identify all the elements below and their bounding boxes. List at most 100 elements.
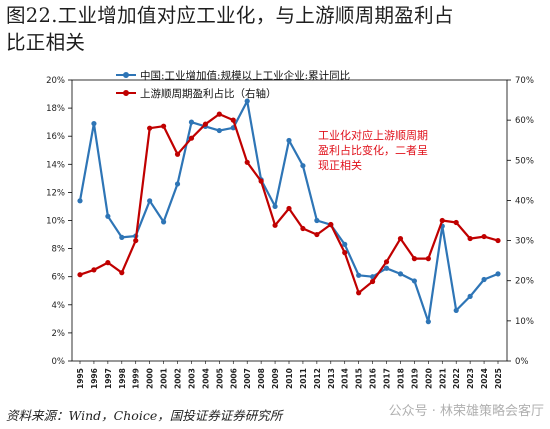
- series-1-point-2016: [370, 278, 376, 285]
- legend-label-industrial: 中国:工业增加值:规模以上工业企业:累计同比: [140, 69, 350, 82]
- series-0-point-2002: [174, 181, 181, 187]
- left-tick-label: 18%: [46, 104, 65, 114]
- right-tick-label: 0%: [515, 357, 529, 367]
- x-tick-label: 2025: [494, 368, 503, 389]
- watermark: 公众号 · 林荣雄策略会客厅: [388, 404, 544, 419]
- x-tick-label: 2002: [174, 368, 183, 389]
- series-1-point-2015: [356, 290, 362, 296]
- x-tick-label: 2016: [369, 368, 378, 389]
- series-1-point-2006: [230, 117, 236, 123]
- series-0-point-2017: [383, 265, 390, 271]
- series-1-point-1996: [91, 267, 97, 273]
- right-axis: 0% 10% 20% 30% 40% 50% 60% 70%: [507, 76, 534, 367]
- series-1-point-2017: [383, 259, 390, 265]
- x-tick-label: 2020: [424, 368, 433, 389]
- series-0-point-2018: [397, 271, 404, 277]
- series-1-point-2011: [300, 225, 306, 232]
- x-tick-label: 2013: [327, 368, 336, 389]
- series-1-point-1998: [119, 270, 125, 276]
- x-tick-label: 2007: [243, 368, 252, 389]
- series-1-point-2001: [161, 123, 167, 129]
- x-tick-label: 2012: [313, 368, 322, 389]
- annotation-line-3: 现正相关: [318, 158, 362, 172]
- x-tick-label: 2008: [257, 368, 266, 389]
- left-tick-label: 20%: [46, 76, 65, 86]
- right-tick-label: 20%: [515, 277, 534, 287]
- series-0-point-1995: [77, 198, 83, 204]
- series-0-point-2003: [188, 119, 195, 125]
- series-0-point-2015: [356, 272, 362, 278]
- legend: 中国:工业增加值:规模以上工业企业:累计同比 上游顺周期盈利占比（右轴）: [116, 69, 350, 100]
- series-0-point-2009: [272, 203, 278, 210]
- series-0-point-2023: [467, 293, 473, 299]
- series-0-point-2022: [453, 307, 459, 314]
- series-0-point-2024: [481, 276, 487, 283]
- left-axis: 0% 2% 4% 6% 8% 10% 12% 14% 16% 18% 20%: [46, 76, 72, 367]
- series-1-point-2000: [147, 125, 153, 131]
- series-1-point-2005: [216, 111, 222, 117]
- x-tick-label: 1997: [104, 368, 113, 389]
- chart-title-line-1: 图22.工业增加值对应工业化，与上游顺周期盈利占: [6, 4, 454, 27]
- series-0-point-2019: [411, 278, 417, 284]
- left-tick-label: 4%: [52, 301, 66, 311]
- left-tick-label: 16%: [46, 132, 65, 142]
- legend-label-upstream: 上游顺周期盈利占比（右轴）: [140, 87, 277, 100]
- left-tick-label: 12%: [46, 188, 65, 198]
- x-tick-label: 2024: [480, 368, 489, 389]
- x-tick-label: 1998: [118, 368, 127, 389]
- series-1-point-2013: [328, 221, 334, 228]
- series-0-point-1996: [91, 120, 97, 127]
- series-1-point-2020: [425, 256, 431, 262]
- series-1-point-2022: [453, 219, 459, 226]
- series-0-point-2000: [147, 198, 153, 204]
- series-0-point-2012: [314, 217, 320, 224]
- left-tick-label: 0%: [52, 357, 66, 367]
- series-1-point-2010: [286, 205, 292, 212]
- series-1-point-2014: [342, 250, 348, 256]
- x-tick-label: 2022: [452, 368, 461, 389]
- right-tick-label: 30%: [515, 237, 534, 247]
- series-layer: [77, 98, 501, 325]
- series-1-point-1995: [77, 272, 83, 278]
- series-0-point-2005: [216, 127, 222, 134]
- x-tick-label: 2021: [438, 368, 447, 389]
- x-tick-label: 2000: [146, 368, 155, 389]
- series-line-0: [78, 99, 499, 323]
- annotation: 工业化对应上游顺周期 盈利占比变化，二者呈 现正相关: [318, 128, 428, 172]
- series-0-point-2010: [286, 137, 292, 144]
- right-tick-label: 70%: [515, 76, 534, 86]
- chart-title-line-2: 比正相关: [6, 31, 86, 54]
- source-note: 资料来源：Wind，Choice，国投证券证券研究所: [6, 408, 283, 423]
- x-tick-label: 2019: [410, 368, 419, 389]
- right-tick-label: 60%: [515, 116, 534, 126]
- series-1-point-1999: [133, 237, 139, 244]
- left-tick-label: 10%: [46, 217, 65, 227]
- x-tick-label: 2023: [466, 368, 475, 389]
- x-tick-label: 2003: [187, 368, 196, 389]
- x-tick-label: 2001: [160, 368, 169, 389]
- series-1-point-2024: [481, 233, 487, 240]
- x-tick-label: 2010: [285, 368, 294, 389]
- series-1-point-2003: [188, 135, 195, 141]
- series-1-point-2021: [439, 217, 445, 224]
- chart-title: 图22.工业增加值对应工业化，与上游顺周期盈利占 比正相关: [6, 2, 546, 56]
- x-tick-label: 2004: [201, 368, 210, 389]
- series-0-point-2014: [342, 241, 348, 247]
- right-tick-label: 10%: [515, 317, 534, 327]
- series-0-point-2020: [425, 319, 431, 325]
- series-1-point-2012: [314, 231, 320, 238]
- series-0-point-2025: [495, 271, 501, 277]
- series-1-point-2019: [411, 256, 417, 262]
- series-1-point-1997: [105, 260, 111, 266]
- series-1-point-2008: [258, 178, 264, 184]
- annotation-line-1: 工业化对应上游顺周期: [318, 128, 428, 142]
- x-tick-label: 2009: [271, 368, 280, 389]
- legend-marker-upstream: [123, 90, 129, 96]
- right-tick-label: 50%: [515, 156, 534, 166]
- series-0-point-2001: [161, 219, 167, 225]
- series-1-point-2025: [495, 237, 501, 244]
- x-tick-label: 1999: [132, 368, 141, 389]
- series-0-point-2011: [300, 163, 306, 169]
- x-tick-label: 2006: [229, 368, 238, 389]
